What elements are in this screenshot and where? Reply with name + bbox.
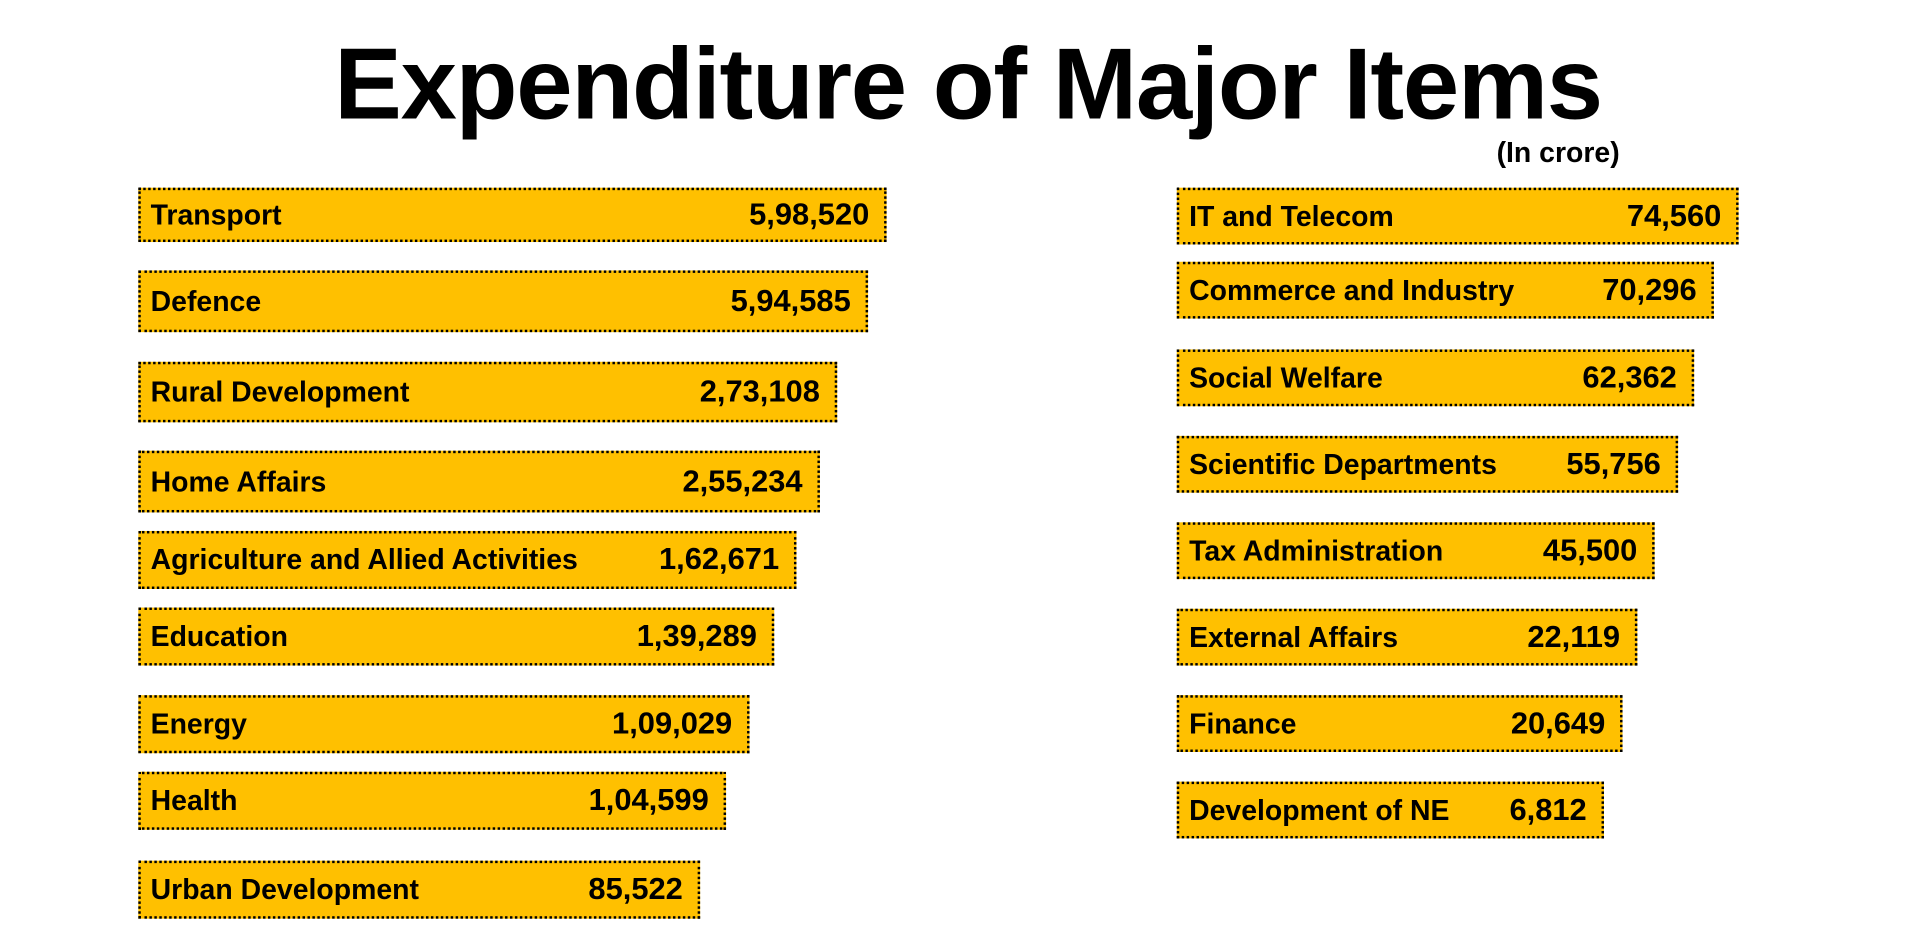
bar-label: Urban Development [150,873,419,906]
bar-value-label: 55,756 [1566,446,1661,481]
bar: IT and Telecom 74,560 [1176,187,1739,245]
bar: Education 1,39,289 [138,607,775,666]
unit-note: (In crore) [1496,135,1620,168]
bar: Energy 1,09,029 [138,695,750,754]
bar: Defence 5,94,585 [138,270,869,333]
bar-value-label: 1,39,289 [636,618,757,654]
bar: External Affairs 22,119 [1176,608,1638,666]
bar-label: External Affairs [1189,620,1398,653]
bar: Finance 20,649 [1176,695,1623,752]
bar-value-label: 70,296 [1602,272,1697,307]
bar: Agriculture and Allied Activities 1,62,67… [138,530,797,589]
bar: Scientific Departments 55,756 [1176,435,1679,493]
bar-value-label: 2,55,234 [682,463,803,499]
chart-title: Expenditure of Major Items [334,28,1603,141]
bar: Commerce and Industry 70,296 [1176,261,1714,319]
bar-label: Scientific Departments [1189,447,1497,480]
bar-label: Defence [150,284,262,317]
bar-label: Energy [150,707,247,740]
bar-label: Tax Administration [1189,534,1444,567]
bar-label: Education [150,619,288,652]
bar-label: Home Affairs [150,464,327,498]
bar: Social Welfare 62,362 [1176,349,1695,407]
bar-value-label: 5,94,585 [730,283,851,318]
bar-value-label: 74,560 [1626,198,1722,233]
bar-value-label: 5,98,520 [749,196,870,232]
bar-value-label: 6,812 [1509,792,1587,827]
bar: Home Affairs 2,55,234 [138,450,820,513]
bar-value-label: 1,62,671 [658,542,780,577]
bar-value-label: 1,09,029 [612,706,733,741]
bar-value-label: 22,119 [1527,619,1621,654]
bar-label: Transport [150,198,282,231]
bar: Rural Development 2,73,108 [138,361,838,423]
bar-value-label: 2,73,108 [699,374,820,409]
bar: Urban Development 85,522 [138,860,701,919]
bar-label: Social Welfare [1189,361,1383,394]
bar-label: Development of NE [1189,793,1450,826]
bar: Development of NE 6,812 [1176,781,1605,839]
bar: Health 1,04,599 [138,771,727,830]
bar-label: Health [150,784,238,817]
bar-value-label: 20,649 [1510,705,1606,741]
bar-value-label: 85,522 [588,871,683,907]
bar-label: Commerce and Industry [1189,273,1515,306]
bar-label: Finance [1189,706,1297,740]
bar-label: IT and Telecom [1189,199,1394,232]
bar-value-label: 1,04,599 [588,782,709,818]
bar-value-label: 45,500 [1542,532,1638,568]
bar-label: Rural Development [150,375,410,408]
bar: Tax Administration 45,500 [1176,522,1655,580]
bar: Transport 5,98,520 [138,187,887,243]
bar-label: Agriculture and Allied Activities [150,543,578,576]
bar-value-label: 62,362 [1582,359,1677,395]
